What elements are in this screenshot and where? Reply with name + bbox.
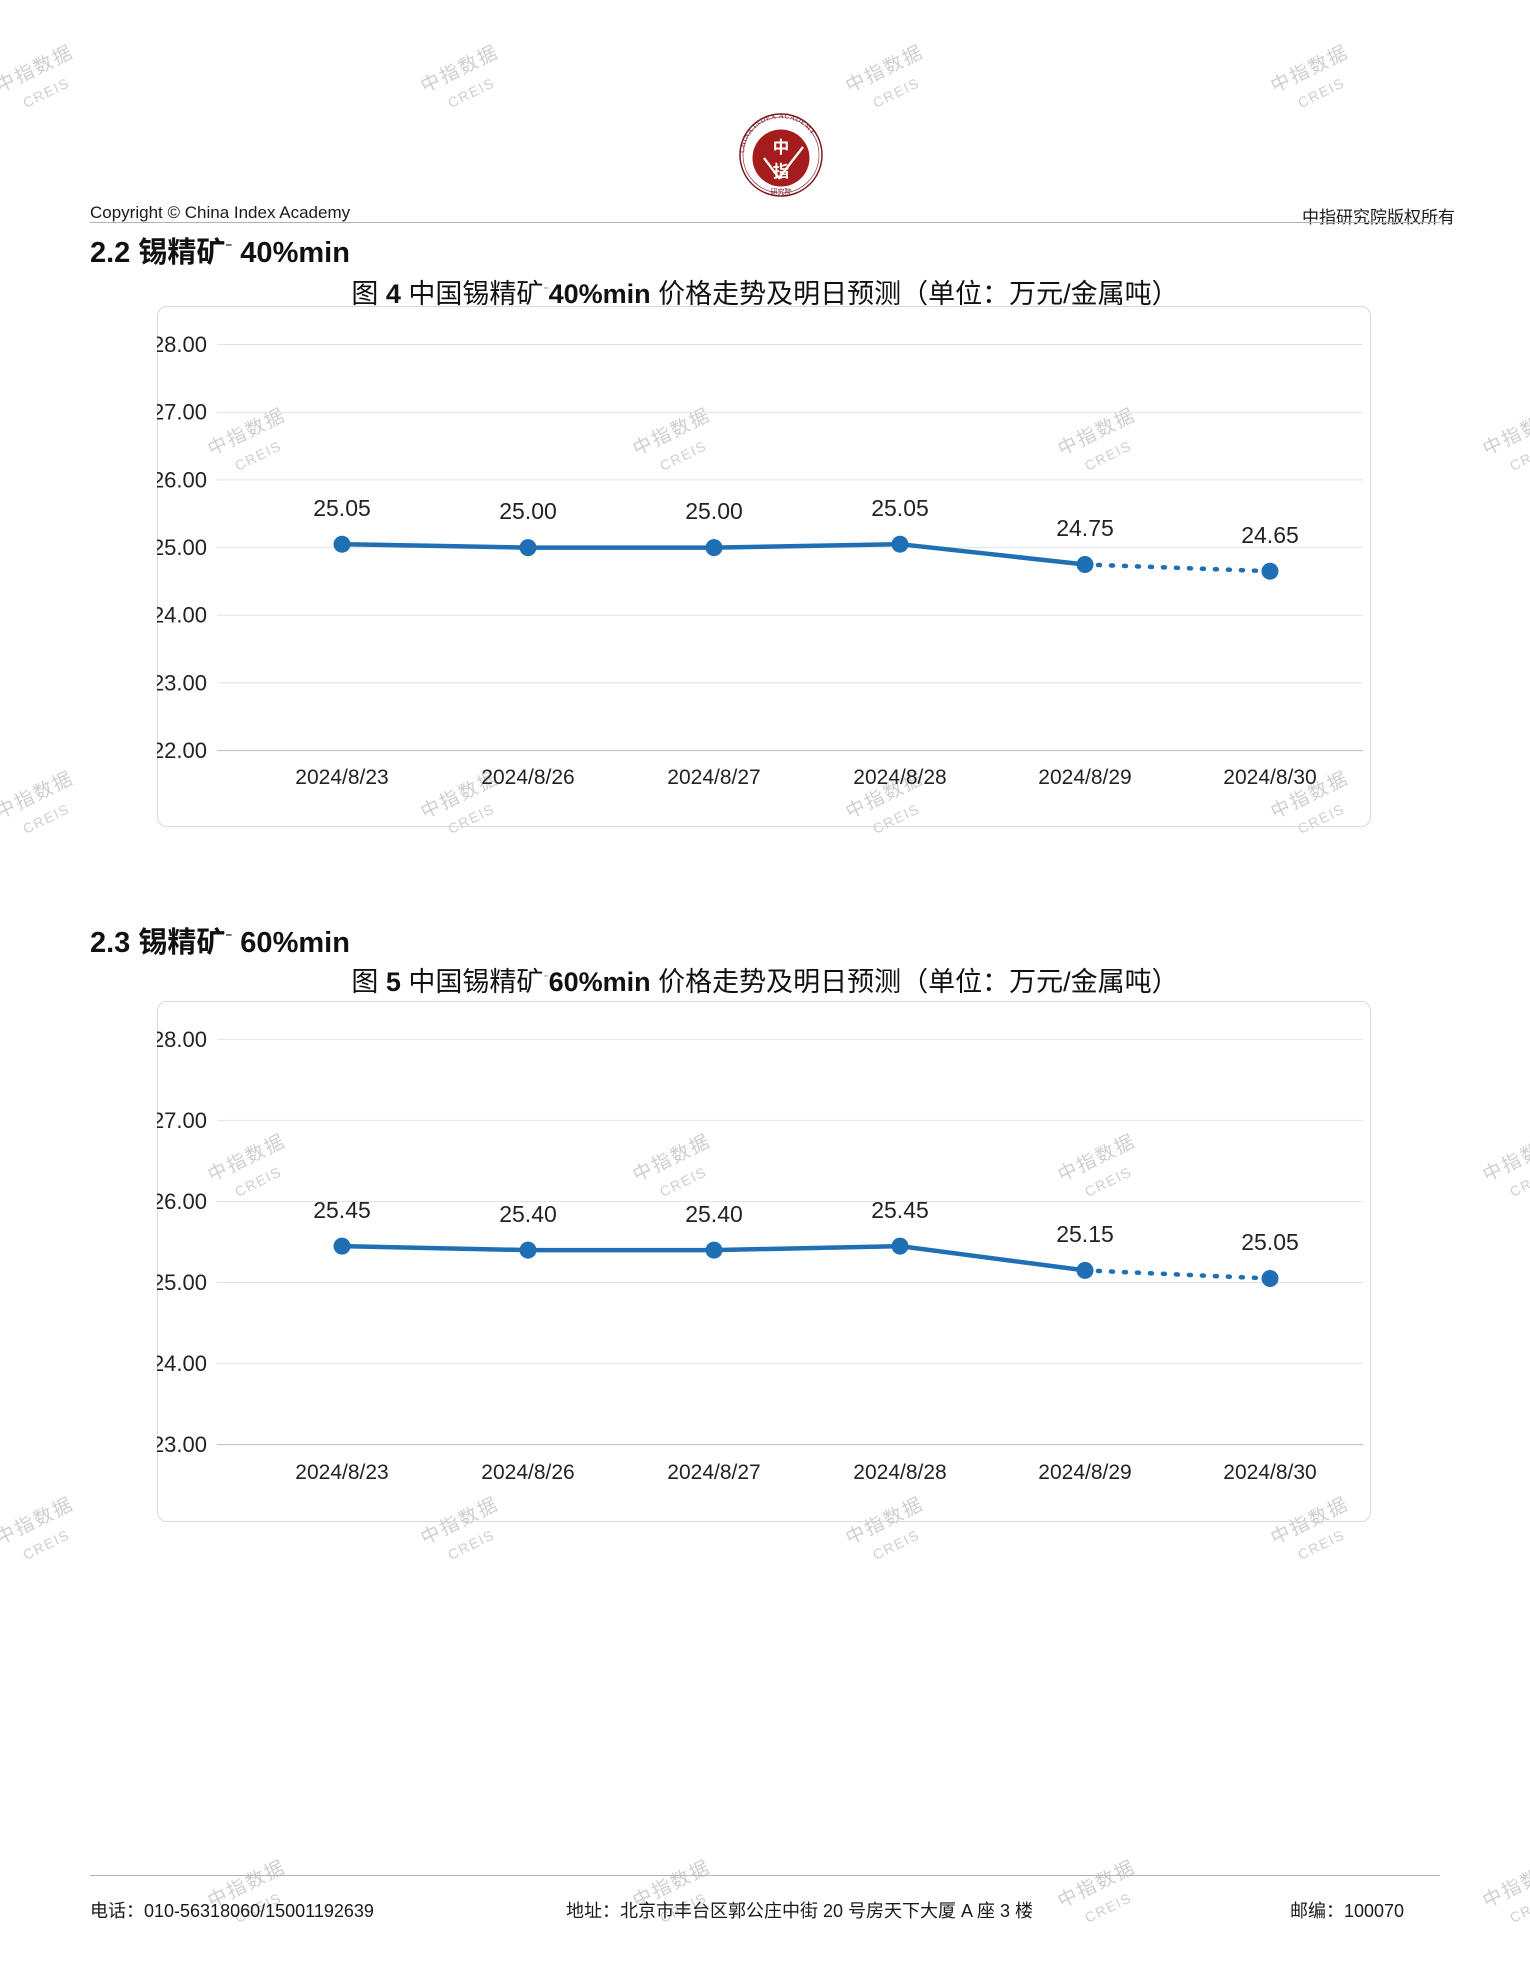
svg-text:24.00: 24.00 — [157, 603, 207, 628]
svg-text:研究院: 研究院 — [771, 187, 792, 197]
svg-text:中: 中 — [773, 134, 790, 158]
svg-text:25.00: 25.00 — [685, 498, 743, 524]
svg-text:25.40: 25.40 — [685, 1201, 743, 1227]
svg-text:25.05: 25.05 — [871, 495, 929, 521]
svg-text:2024/8/29: 2024/8/29 — [1038, 1461, 1131, 1484]
svg-text:28.00: 28.00 — [157, 1027, 207, 1052]
svg-text:25.45: 25.45 — [313, 1197, 371, 1223]
svg-text:2024/8/29: 2024/8/29 — [1038, 766, 1131, 789]
svg-text:23.00: 23.00 — [157, 670, 207, 695]
svg-text:2024/8/27: 2024/8/27 — [667, 766, 760, 789]
svg-text:25.00: 25.00 — [157, 1270, 207, 1295]
svg-text:2024/8/26: 2024/8/26 — [481, 1461, 574, 1484]
svg-text:27.00: 27.00 — [157, 400, 207, 425]
svg-text:26.00: 26.00 — [157, 467, 207, 492]
svg-text:2024/8/27: 2024/8/27 — [667, 1461, 760, 1484]
svg-text:23.00: 23.00 — [157, 1432, 207, 1457]
svg-text:指: 指 — [773, 158, 790, 182]
svg-text:2024/8/23: 2024/8/23 — [295, 766, 388, 789]
svg-text:25.05: 25.05 — [313, 495, 371, 521]
svg-text:2024/8/28: 2024/8/28 — [853, 766, 946, 789]
svg-text:27.00: 27.00 — [157, 1108, 207, 1133]
svg-text:2024/8/30: 2024/8/30 — [1223, 1461, 1316, 1484]
svg-text:25.45: 25.45 — [871, 1197, 929, 1223]
svg-text:24.75: 24.75 — [1056, 515, 1114, 541]
svg-text:28.00: 28.00 — [157, 332, 207, 357]
svg-text:25.00: 25.00 — [157, 535, 207, 560]
svg-text:2024/8/26: 2024/8/26 — [481, 766, 574, 789]
svg-text:2024/8/28: 2024/8/28 — [853, 1461, 946, 1484]
svg-text:26.00: 26.00 — [157, 1189, 207, 1214]
svg-text:25.15: 25.15 — [1056, 1221, 1114, 1247]
svg-text:24.65: 24.65 — [1241, 522, 1299, 548]
svg-text:25.05: 25.05 — [1241, 1229, 1299, 1255]
svg-text:24.00: 24.00 — [157, 1351, 207, 1376]
svg-text:25.40: 25.40 — [499, 1201, 557, 1227]
svg-text:25.00: 25.00 — [499, 498, 557, 524]
svg-text:2024/8/30: 2024/8/30 — [1223, 766, 1316, 789]
svg-text:22.00: 22.00 — [157, 738, 207, 763]
svg-text:2024/8/23: 2024/8/23 — [295, 1461, 388, 1484]
